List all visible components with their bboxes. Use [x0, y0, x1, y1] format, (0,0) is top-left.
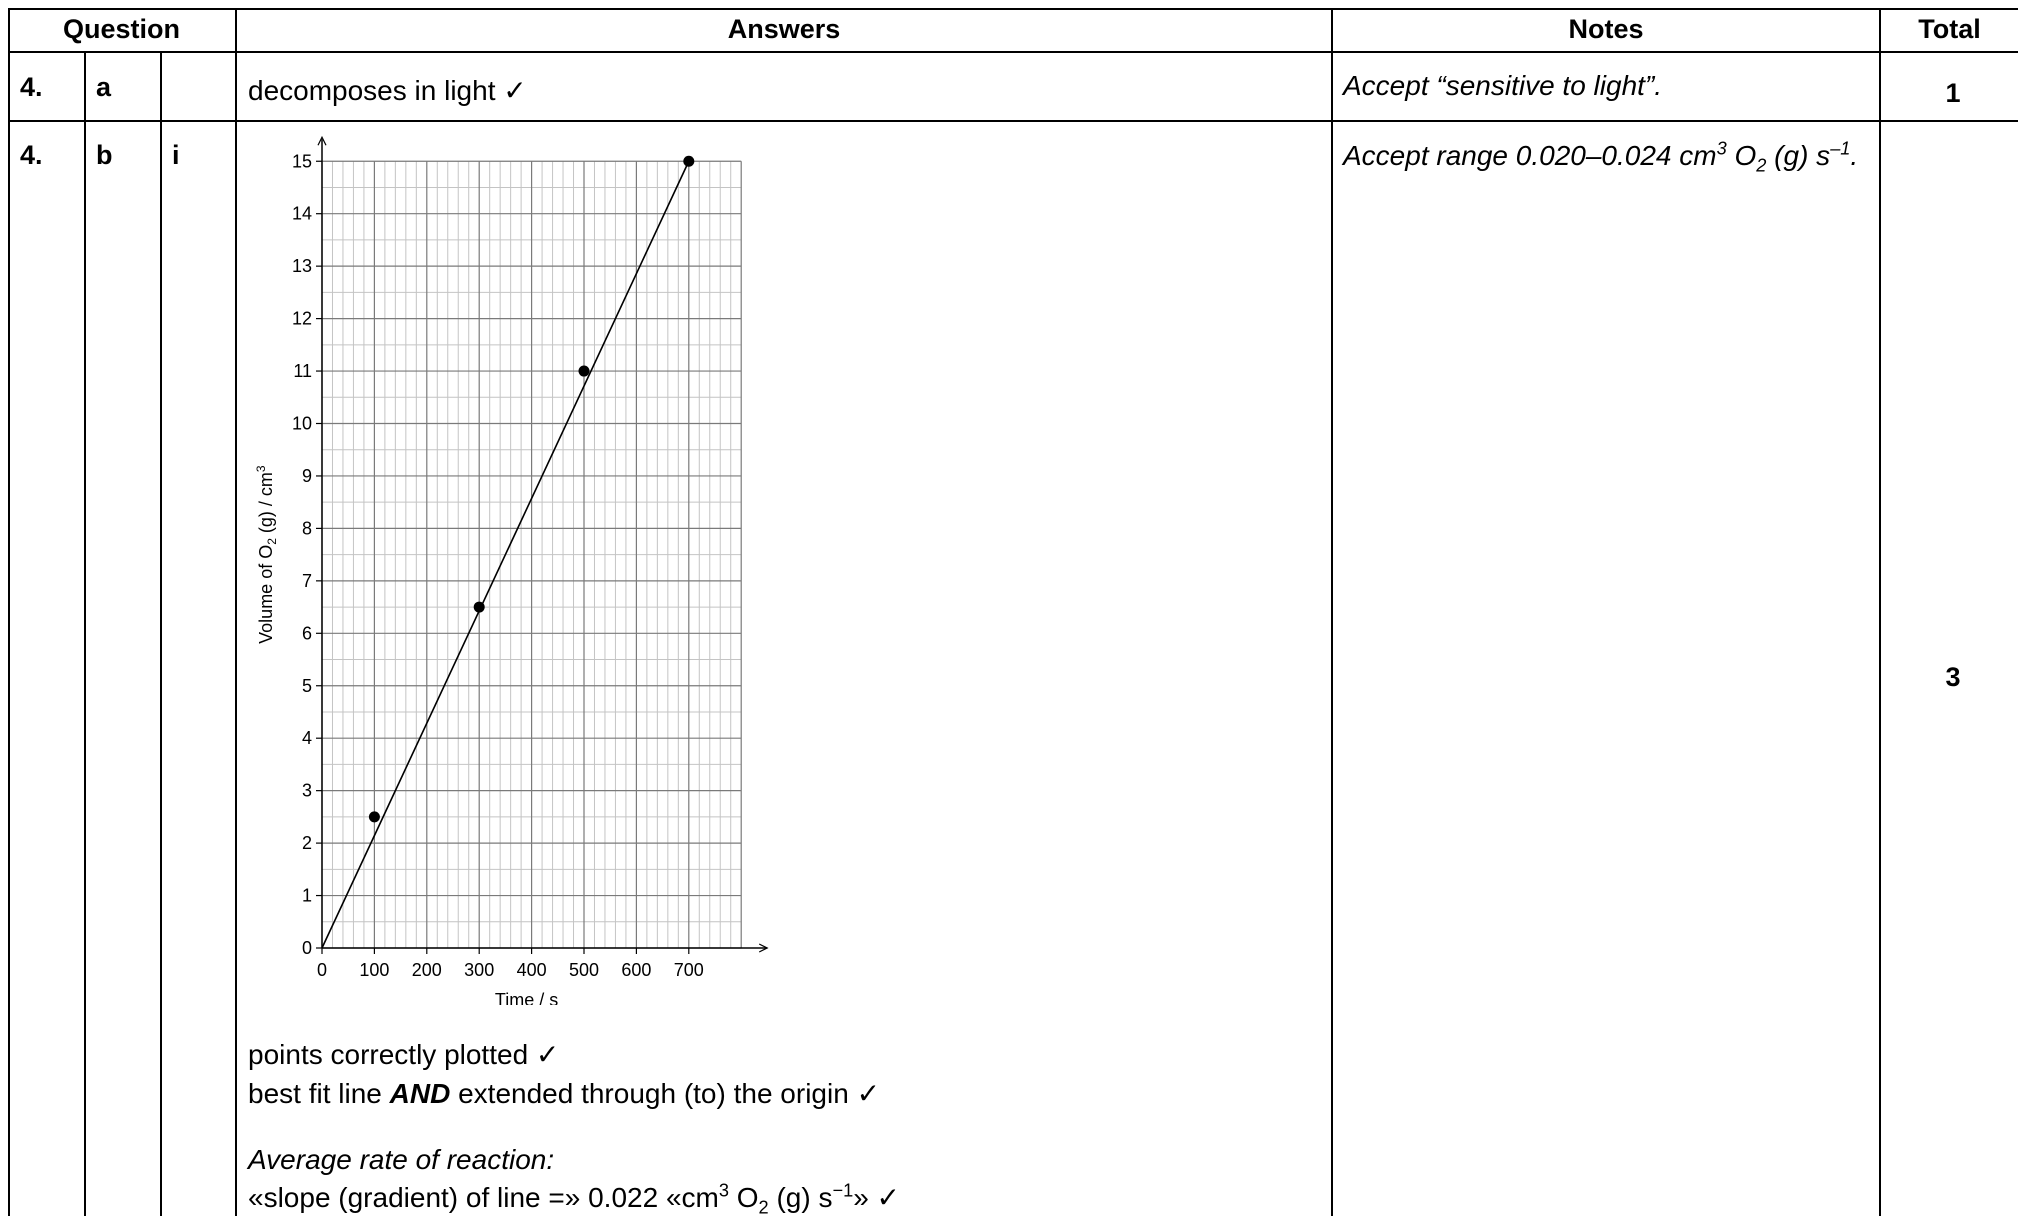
row-b-answer-line4: «slope (gradient) of line =» 0.022 «cm3 …: [248, 1180, 901, 1217]
header-top-border: [8, 8, 2018, 10]
row-b-total: 3: [1945, 662, 1961, 692]
chart-points: [368, 155, 695, 823]
y-tick-label: 14: [292, 204, 312, 224]
answer-line4-mid: O: [728, 1182, 759, 1213]
chart-best-fit-line: [321, 160, 690, 949]
header-notes: Notes: [1568, 14, 1644, 44]
row-b-answer-line3: Average rate of reaction:: [248, 1144, 554, 1176]
y-tick-label: 7: [302, 571, 312, 591]
col-divider-qnum: [84, 51, 86, 1216]
note-sub: 2: [1756, 155, 1767, 176]
note-sup-1: 3: [1716, 138, 1727, 159]
y-tick-label: 8: [302, 518, 312, 538]
col-divider-question-answers: [235, 8, 237, 1216]
x-tick-label: 200: [412, 960, 442, 980]
chart-axis-labels: Time / s Volume of O2 (g) / cm3: [254, 465, 558, 1005]
header-question: Question: [62, 14, 180, 44]
data-point: [473, 601, 485, 613]
row-b-question-subpart: i: [172, 140, 180, 170]
data-point: [368, 811, 380, 823]
x-tick-label: 100: [359, 960, 389, 980]
y-tick-label: 6: [302, 623, 312, 643]
y-tick-label: 15: [292, 151, 312, 171]
answer-line4-sup1: 3: [718, 1180, 729, 1201]
x-axis-arrow: [758, 943, 769, 953]
note-text-2: O: [1726, 140, 1757, 171]
y-tick-label: 5: [302, 676, 312, 696]
note-text-4: .: [1850, 140, 1859, 171]
x-axis-label: Time / s: [495, 990, 558, 1005]
y-tick-label: 0: [302, 938, 312, 958]
answer-line4-end: » ✓: [853, 1182, 901, 1213]
x-tick-label: 700: [674, 960, 704, 980]
y-tick-label: 9: [302, 466, 312, 486]
x-tick-label: 400: [517, 960, 547, 980]
row-a-bottom-border: [8, 120, 2018, 122]
answer-line4-sup2: −1: [832, 1180, 854, 1201]
header-total: Total: [1918, 14, 1981, 44]
y-tick-label: 13: [292, 256, 312, 276]
note-text-3: (g) s: [1766, 140, 1831, 171]
y-tick-label: 4: [302, 728, 312, 748]
col-divider-qpart: [160, 51, 162, 1216]
y-tick-label: 12: [292, 309, 312, 329]
x-tick-label: 0: [317, 960, 327, 980]
y-tick-label: 1: [302, 886, 312, 906]
chart-major-grid: [321, 160, 742, 949]
y-tick-label: 11: [293, 361, 312, 381]
x-tick-label: 500: [569, 960, 599, 980]
row-b-question-number: 4.: [20, 140, 43, 170]
row-a-answer: decomposes in light ✓: [248, 75, 527, 106]
row-b-question-part: b: [96, 140, 113, 170]
answer-line3-text: Average rate of reaction:: [248, 1144, 555, 1175]
chart-minor-grid: [322, 161, 742, 948]
note-sup-2: –1: [1830, 138, 1851, 159]
row-b-answer-line1: points correctly plotted ✓: [248, 1039, 560, 1070]
row-a-question-part: a: [96, 72, 112, 102]
y-tick-label: 10: [292, 414, 312, 434]
row-a-note: Accept “sensitive to light”.: [1343, 70, 1663, 101]
header-bottom-border: [8, 51, 2018, 53]
y-axis-label: Volume of O2 (g) / cm3: [254, 465, 279, 644]
note-text-1: Accept range 0.020–0.024 cm: [1343, 140, 1717, 171]
answer-line4-tail: (g) s: [768, 1182, 833, 1213]
col-divider-notes-total: [1879, 8, 1881, 1216]
header-answers: Answers: [727, 14, 841, 44]
row-a-question-number: 4.: [20, 72, 43, 102]
row-b-note: Accept range 0.020–0.024 cm3 O2 (g) s–1.: [1343, 138, 1859, 175]
col-divider-answers-notes: [1331, 8, 1333, 1216]
row-b-answer-line2: best fit line AND extended through (to) …: [248, 1077, 880, 1110]
y-axis-arrow: [317, 135, 327, 146]
answer-line4-sub: 2: [758, 1197, 769, 1218]
data-point: [683, 155, 695, 167]
answer-line2-emphasis: AND: [389, 1078, 451, 1109]
y-tick-label: 3: [302, 781, 312, 801]
row-a-total: 1: [1945, 78, 1961, 108]
y-tick-label: 2: [302, 833, 312, 853]
answer-line2-text: best fit line: [248, 1078, 390, 1109]
data-point: [578, 365, 590, 377]
x-tick-label: 600: [621, 960, 651, 980]
x-tick-label: 300: [464, 960, 494, 980]
answer-line2-tail: extended through (to) the origin ✓: [450, 1078, 881, 1109]
best-fit-line: [321, 160, 690, 949]
chart-axes: [317, 135, 769, 953]
answer-line4-text: «slope (gradient) of line =» 0.022 «cm: [248, 1182, 719, 1213]
